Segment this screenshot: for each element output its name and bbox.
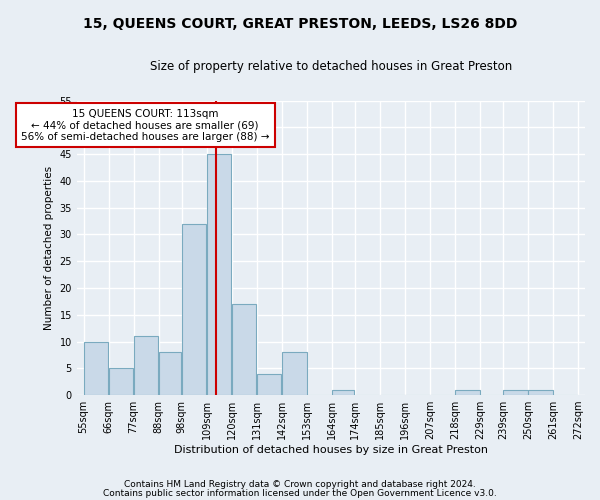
Title: Size of property relative to detached houses in Great Preston: Size of property relative to detached ho…	[150, 60, 512, 73]
Bar	[134, 336, 158, 395]
Bar	[529, 390, 553, 395]
Bar	[207, 154, 232, 395]
X-axis label: Distribution of detached houses by size in Great Preston: Distribution of detached houses by size …	[174, 445, 488, 455]
Bar	[159, 352, 181, 395]
Bar	[332, 390, 355, 395]
Text: Contains HM Land Registry data © Crown copyright and database right 2024.: Contains HM Land Registry data © Crown c…	[124, 480, 476, 489]
Text: 15 QUEENS COURT: 113sqm
← 44% of detached houses are smaller (69)
56% of semi-de: 15 QUEENS COURT: 113sqm ← 44% of detache…	[21, 108, 269, 142]
Bar	[257, 374, 281, 395]
Bar	[232, 304, 256, 395]
Text: 15, QUEENS COURT, GREAT PRESTON, LEEDS, LS26 8DD: 15, QUEENS COURT, GREAT PRESTON, LEEDS, …	[83, 18, 517, 32]
Bar	[182, 224, 206, 395]
Bar	[282, 352, 307, 395]
Bar	[109, 368, 133, 395]
Text: Contains public sector information licensed under the Open Government Licence v3: Contains public sector information licen…	[103, 489, 497, 498]
Y-axis label: Number of detached properties: Number of detached properties	[44, 166, 54, 330]
Bar	[84, 342, 108, 395]
Bar	[455, 390, 480, 395]
Bar	[503, 390, 527, 395]
